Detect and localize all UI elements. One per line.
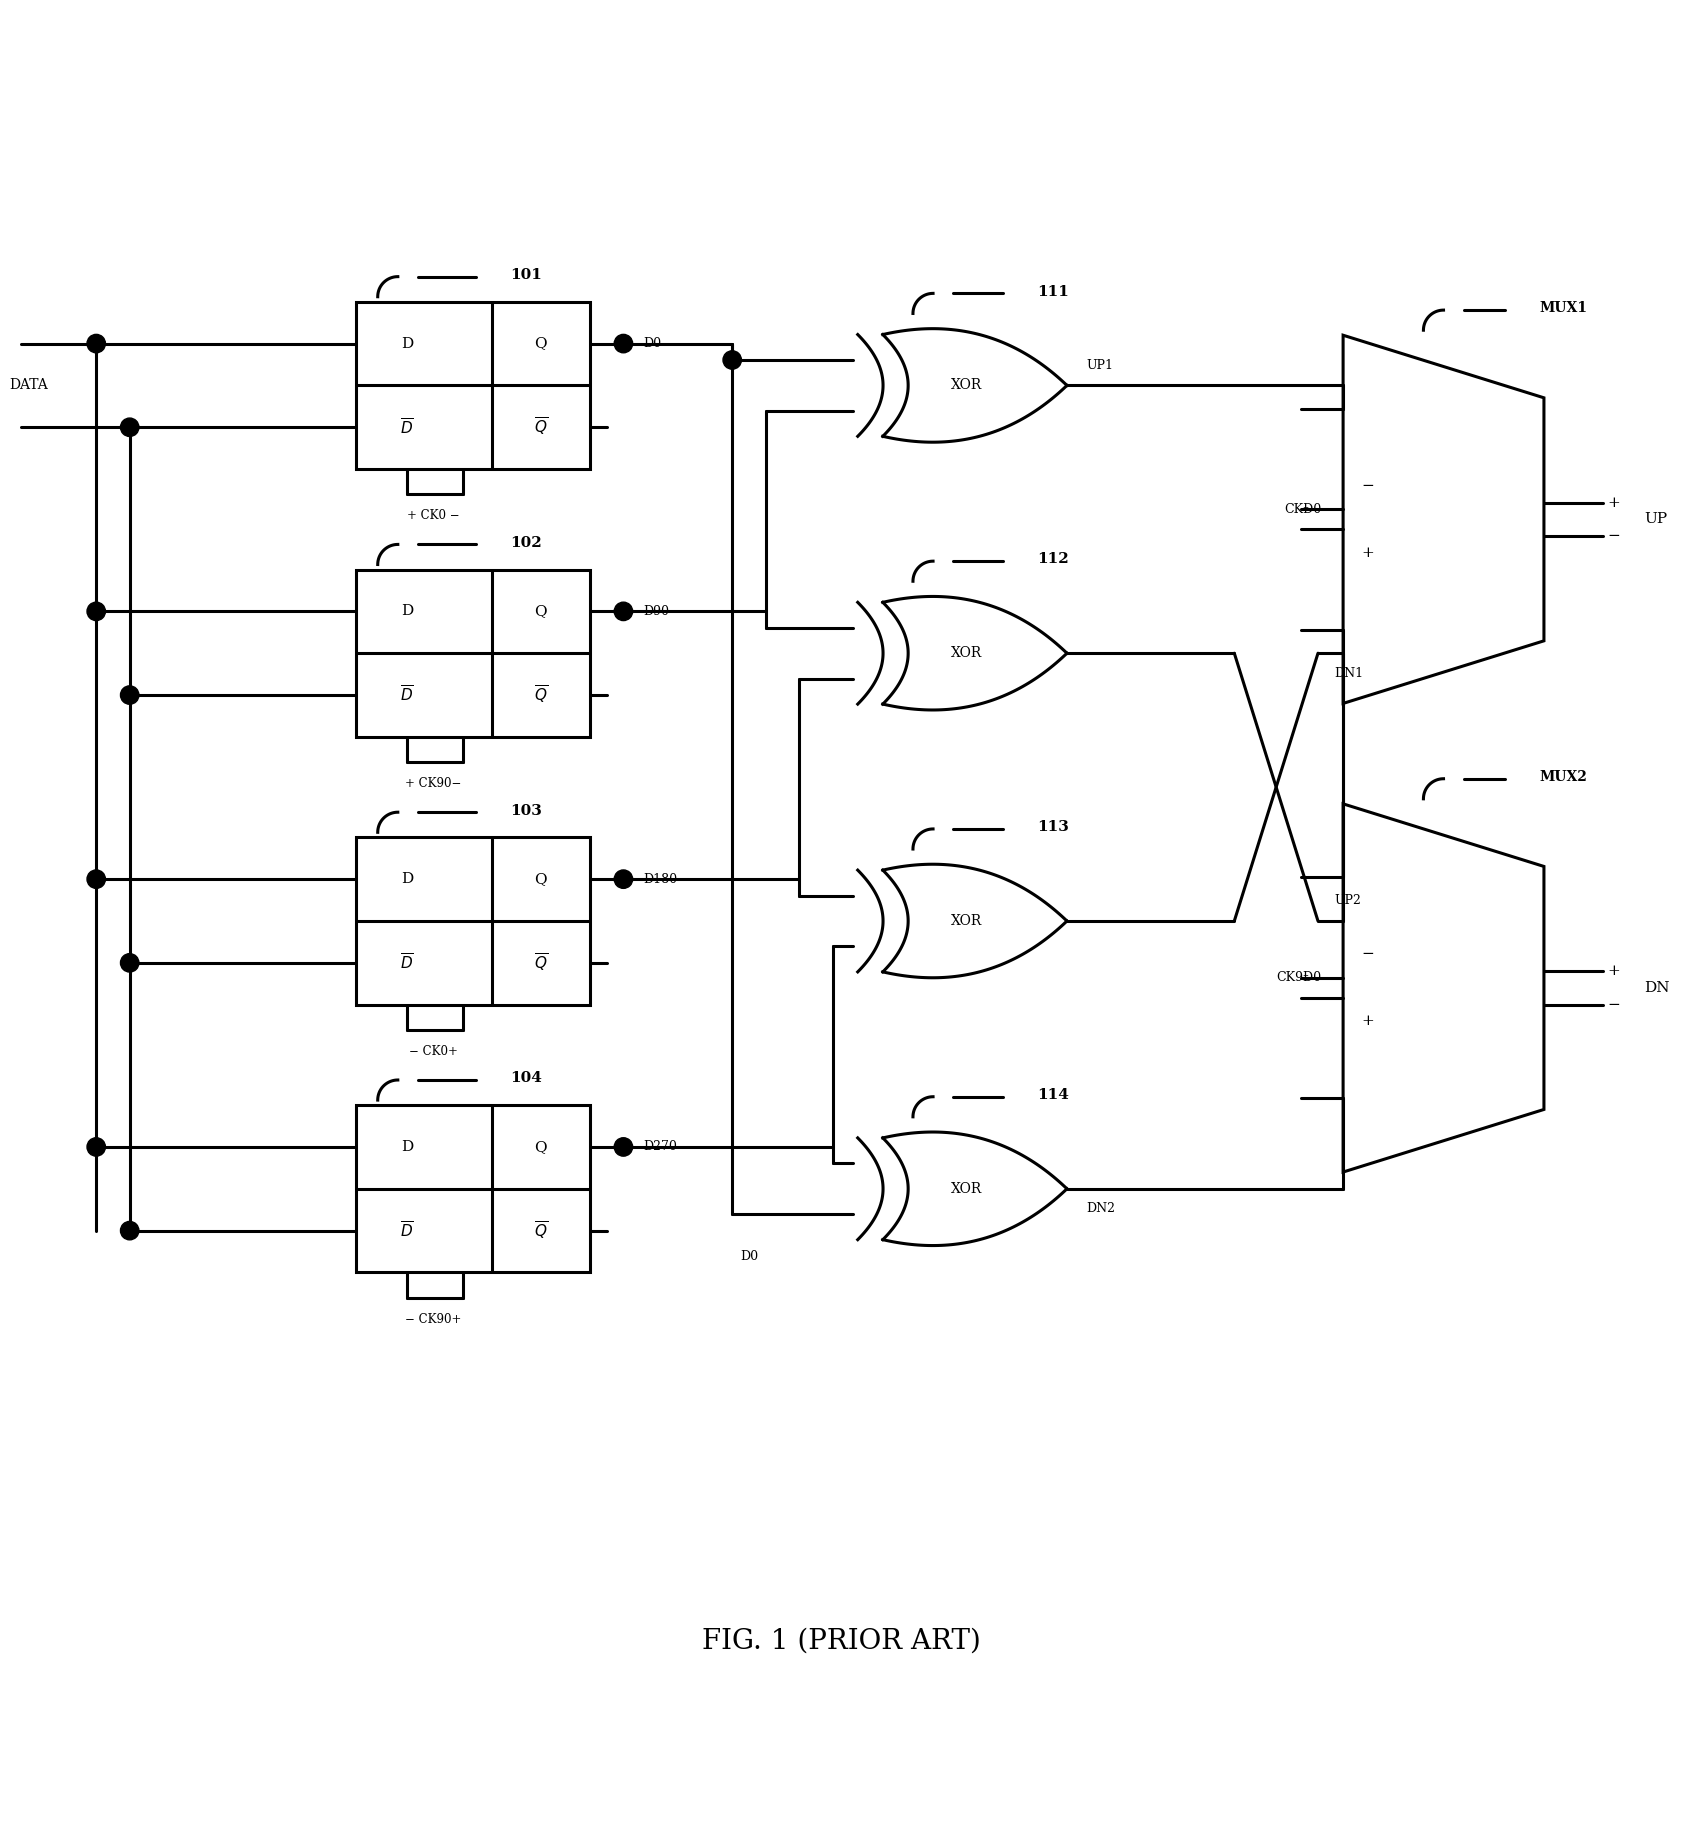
Text: 111: 111: [1036, 286, 1068, 298]
Text: DN1: DN1: [1336, 667, 1364, 680]
Circle shape: [121, 954, 140, 973]
Text: − CK0+: − CK0+: [409, 1044, 458, 1057]
Text: 101: 101: [510, 267, 542, 282]
Circle shape: [121, 418, 140, 437]
Text: $\overline{D}$: $\overline{D}$: [400, 685, 414, 705]
Text: D180: D180: [644, 873, 678, 886]
Text: Q: Q: [535, 1140, 547, 1153]
Text: $\overline{Q}$: $\overline{Q}$: [533, 952, 548, 974]
Text: MUX1: MUX1: [1539, 302, 1586, 315]
Text: +: +: [1608, 495, 1621, 510]
Bar: [355, 302, 590, 470]
Text: D0: D0: [644, 337, 661, 350]
Text: 104: 104: [510, 1072, 542, 1085]
Circle shape: [614, 1138, 632, 1157]
Text: −: −: [1362, 479, 1374, 494]
Text: XOR: XOR: [950, 1183, 982, 1195]
Text: 114: 114: [1036, 1089, 1068, 1102]
Text: + CK90−: + CK90−: [405, 777, 461, 790]
Text: Q: Q: [535, 871, 547, 886]
Circle shape: [87, 602, 106, 621]
Text: Q: Q: [535, 337, 547, 350]
Text: +: +: [1362, 1015, 1374, 1028]
Circle shape: [121, 1221, 140, 1240]
Text: UP: UP: [1645, 512, 1667, 527]
Bar: [355, 569, 590, 737]
Text: DN2: DN2: [1087, 1203, 1115, 1216]
Text: D270: D270: [644, 1140, 678, 1153]
Circle shape: [87, 1138, 106, 1157]
Text: D: D: [400, 871, 414, 886]
Text: 112: 112: [1036, 553, 1068, 567]
Bar: [355, 838, 590, 1004]
Text: UP2: UP2: [1336, 895, 1362, 908]
Text: 102: 102: [510, 536, 542, 549]
Text: D0: D0: [740, 1249, 759, 1262]
Text: +: +: [1362, 545, 1374, 560]
Text: +: +: [1608, 963, 1621, 978]
Text: UP1: UP1: [1087, 359, 1113, 372]
Text: $\overline{Q}$: $\overline{Q}$: [533, 416, 548, 438]
Text: CK9Ð0: CK9Ð0: [1277, 971, 1322, 984]
Text: DN: DN: [1645, 982, 1670, 995]
Text: −: −: [1608, 998, 1621, 1011]
Text: 103: 103: [510, 803, 542, 818]
Circle shape: [614, 335, 632, 354]
Circle shape: [121, 685, 140, 704]
Text: D: D: [400, 337, 414, 350]
Circle shape: [87, 335, 106, 354]
Circle shape: [614, 869, 632, 888]
Text: XOR: XOR: [950, 378, 982, 392]
Text: DATA: DATA: [8, 378, 49, 392]
Text: $\overline{Q}$: $\overline{Q}$: [533, 1219, 548, 1242]
Text: D: D: [400, 604, 414, 619]
Text: CKÐ0: CKÐ0: [1283, 503, 1322, 516]
Text: 113: 113: [1036, 820, 1068, 834]
Text: + CK0 −: + CK0 −: [407, 510, 459, 523]
Text: XOR: XOR: [950, 914, 982, 928]
Circle shape: [614, 602, 632, 621]
Text: XOR: XOR: [950, 647, 982, 659]
Text: Q: Q: [535, 604, 547, 619]
Text: $\overline{Q}$: $\overline{Q}$: [533, 683, 548, 705]
Circle shape: [87, 869, 106, 888]
Text: FIG. 1 (PRIOR ART): FIG. 1 (PRIOR ART): [701, 1626, 981, 1654]
Text: − CK90+: − CK90+: [405, 1313, 461, 1326]
Text: $\overline{D}$: $\overline{D}$: [400, 952, 414, 973]
Bar: [355, 1105, 590, 1273]
Text: D: D: [400, 1140, 414, 1153]
Text: −: −: [1608, 529, 1621, 543]
Text: D90: D90: [644, 604, 669, 617]
Text: MUX2: MUX2: [1539, 770, 1586, 785]
Text: $\overline{D}$: $\overline{D}$: [400, 1221, 414, 1242]
Text: $\overline{D}$: $\overline{D}$: [400, 416, 414, 437]
Circle shape: [723, 350, 742, 368]
Text: −: −: [1362, 947, 1374, 962]
